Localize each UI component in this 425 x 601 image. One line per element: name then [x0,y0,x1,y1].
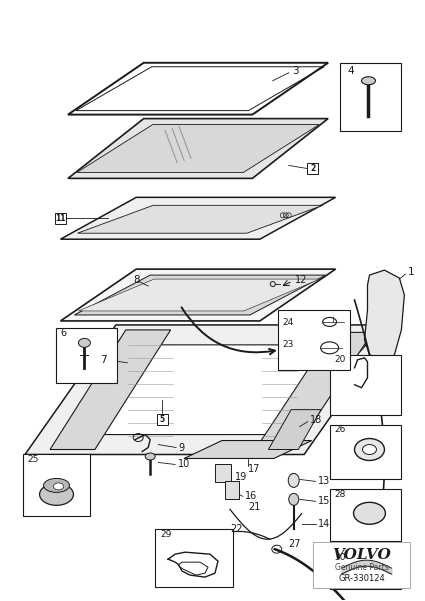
Polygon shape [74,275,326,315]
Text: 8: 8 [133,275,140,285]
Text: 1: 1 [407,267,414,277]
Bar [23,454,91,516]
Text: 23: 23 [283,340,294,349]
Polygon shape [25,325,395,454]
Polygon shape [68,118,328,178]
Ellipse shape [43,478,69,492]
Bar [330,355,401,415]
Text: GR-330124: GR-330124 [338,573,385,582]
Text: 9: 9 [178,442,184,453]
Bar [56,328,117,383]
Polygon shape [257,332,372,447]
Bar [330,551,401,589]
Polygon shape [77,124,319,172]
Text: 29: 29 [160,529,172,538]
Bar [155,529,233,587]
Bar [330,424,401,480]
Ellipse shape [79,338,91,347]
Text: 16: 16 [245,492,257,501]
Text: 18: 18 [310,415,322,425]
Ellipse shape [40,483,74,505]
Text: 2: 2 [310,164,315,173]
Polygon shape [64,345,366,435]
Text: 14: 14 [317,519,330,529]
Text: 20: 20 [334,355,346,364]
Text: 12: 12 [295,275,307,285]
Ellipse shape [354,502,385,524]
Polygon shape [269,410,321,450]
Text: 3: 3 [292,66,298,76]
Text: 21: 21 [248,502,260,512]
Ellipse shape [289,493,299,505]
Bar [225,481,239,499]
Polygon shape [77,206,323,233]
Bar [55,213,66,224]
Bar [340,63,401,130]
Ellipse shape [363,445,377,454]
Text: 5: 5 [160,415,165,424]
Text: 4: 4 [348,66,354,76]
Text: 22: 22 [230,524,242,534]
Ellipse shape [354,439,385,460]
Bar [307,163,318,174]
Ellipse shape [54,483,63,490]
Text: 19: 19 [235,472,247,483]
Text: 30: 30 [334,553,346,562]
Polygon shape [60,197,336,239]
Text: 27: 27 [288,539,300,549]
Text: 15: 15 [317,496,330,506]
Text: 26: 26 [334,425,346,434]
Ellipse shape [288,474,299,487]
Polygon shape [79,279,320,311]
Text: 17: 17 [248,465,260,474]
Text: 25: 25 [28,455,39,464]
Text: 7: 7 [100,355,107,365]
Polygon shape [60,269,336,321]
Text: 10: 10 [178,459,190,469]
Polygon shape [184,441,312,459]
Bar [215,465,231,483]
Ellipse shape [362,77,375,85]
Text: 13: 13 [317,477,330,486]
Text: VOLVO: VOLVO [332,548,391,562]
Text: Genuine Parts: Genuine Parts [334,563,388,572]
Bar [330,489,401,542]
Text: 28: 28 [334,490,346,499]
Polygon shape [50,330,170,450]
Bar [157,414,167,425]
Text: 11: 11 [55,214,66,223]
Text: 6: 6 [60,328,67,338]
Bar [278,310,349,370]
Bar [313,542,411,588]
Ellipse shape [145,453,155,460]
Text: 24: 24 [283,319,294,328]
Polygon shape [365,270,404,360]
